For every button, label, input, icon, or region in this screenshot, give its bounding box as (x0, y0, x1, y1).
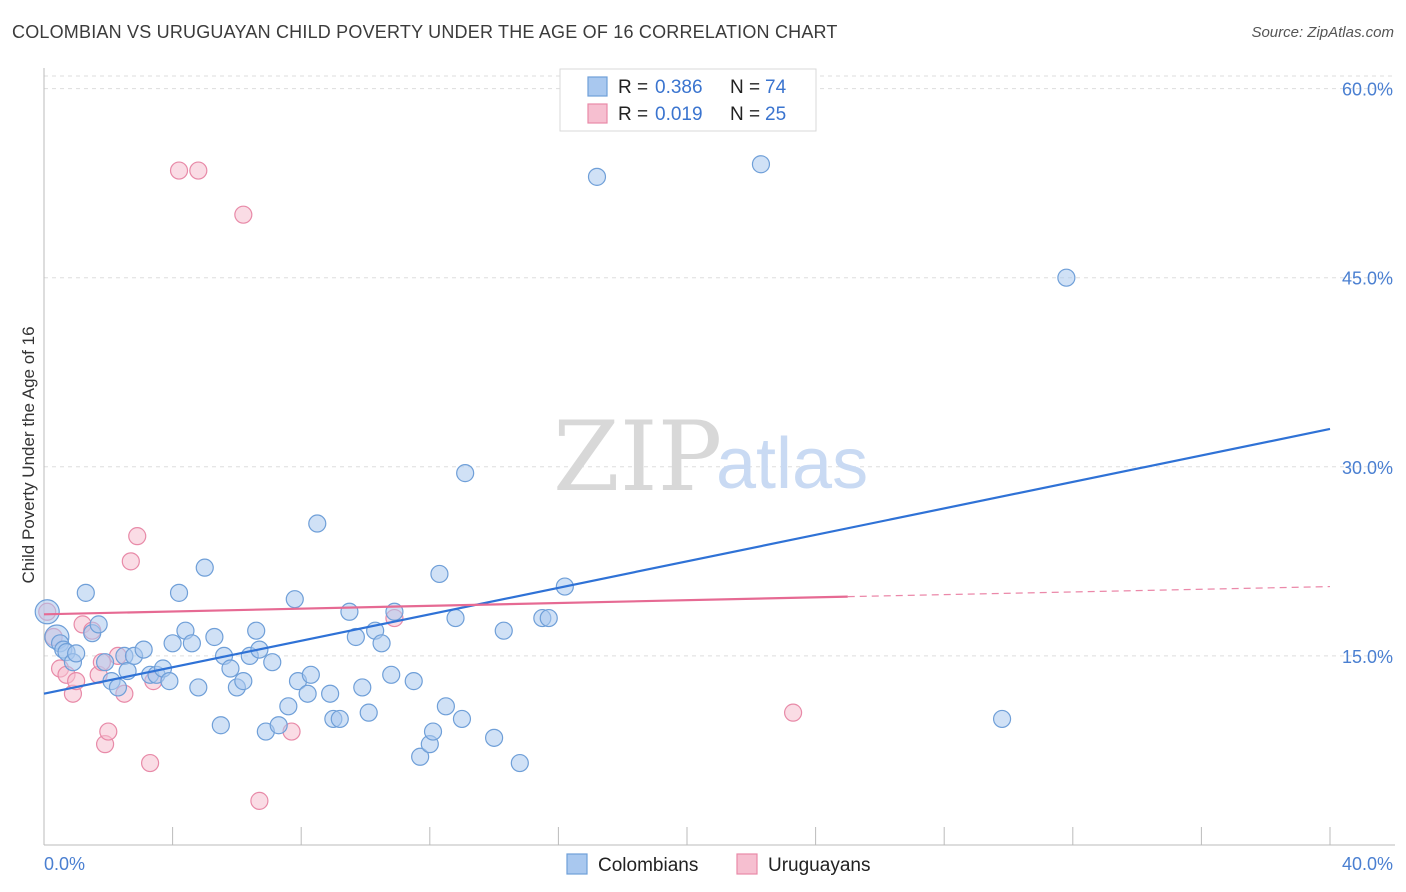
uruguayans-point (234, 205, 253, 224)
colombians-point (269, 716, 288, 735)
colombians-point (301, 665, 320, 684)
y-tick-label: 15.0% (1342, 647, 1393, 667)
legend-swatch-uruguayans (587, 103, 608, 124)
uruguayans-point (121, 552, 140, 571)
colombians-point (423, 722, 443, 741)
legend-swatch-colombians (587, 76, 608, 97)
colombians-point (353, 678, 372, 697)
colombians-point (95, 653, 115, 672)
colombians-point (169, 583, 189, 602)
source-label: Source: ZipAtlas.com (1251, 24, 1394, 41)
watermark-atlas: atlas (716, 424, 868, 504)
legend-r-label-0: R = (618, 77, 648, 98)
colombians-point (211, 716, 230, 735)
colombians-point (382, 665, 401, 684)
colombians-point (539, 608, 558, 628)
colombians-point (34, 599, 60, 625)
bottom-legend-swatch-colombians (566, 853, 588, 875)
y-tick-labels: 15.0% 30.0% 45.0% 60.0% (1342, 80, 1393, 667)
colombians-point (76, 583, 95, 602)
colombians-point (340, 602, 359, 621)
uruguayans-trend-line (43, 595, 848, 616)
trend-lines (43, 427, 1331, 695)
legend-n-label-1: N = (730, 104, 760, 125)
watermark-zip: ZIP (553, 401, 722, 513)
colombians-point (247, 621, 266, 640)
colombians-point (108, 678, 128, 697)
chart-title: COLOMBIAN VS URUGUAYAN CHILD POVERTY UND… (12, 22, 838, 42)
colombians-point (89, 615, 108, 634)
colombians-trend-line (43, 427, 1331, 695)
x-tick-label: 40.0% (1342, 854, 1393, 874)
colombians-point (452, 709, 472, 729)
colombians-point (160, 672, 179, 691)
x-tick-label: 0.0% (44, 854, 85, 874)
uruguayans-point (99, 722, 118, 741)
series-legend: Colombians Uruguayans (566, 853, 870, 876)
colombians-point (456, 464, 475, 483)
colombians-point (510, 753, 529, 773)
uruguayans-trend-extension (847, 585, 1331, 598)
colombians-point (134, 640, 153, 659)
bottom-legend-swatch-uruguayans (736, 853, 758, 875)
uruguayans-point (140, 753, 160, 773)
uruguayans-point (250, 791, 269, 810)
colombians-point (279, 697, 298, 716)
bottom-legend-uruguayans: Uruguayans (768, 855, 870, 876)
legend-r-value-0: 0.386 (655, 77, 703, 98)
legend-n-label-0: N = (730, 77, 760, 98)
colombians-point (163, 634, 182, 653)
colombians-point (436, 697, 455, 716)
colombians-point (308, 514, 327, 533)
uruguayans-point (189, 161, 208, 180)
colombians-point (205, 627, 224, 647)
bottom-legend-colombians: Colombians (598, 855, 698, 876)
legend-r-label-1: R = (618, 104, 648, 125)
legend-n-value-0: 74 (765, 77, 787, 98)
colombians-point (67, 644, 86, 663)
colombians-point (587, 167, 607, 186)
y-tick-label: 45.0% (1342, 269, 1393, 289)
uruguayans-point (169, 161, 189, 180)
colombians-point (189, 678, 208, 697)
colombians-point (494, 621, 513, 640)
uruguayans-point (128, 527, 147, 546)
colombians-point (446, 608, 465, 628)
colombians-point (430, 564, 449, 584)
colombians-point (1057, 268, 1076, 287)
watermark: ZIP atlas (553, 401, 868, 513)
y-axis-label: Child Poverty Under the Age of 16 (19, 326, 38, 583)
colombians-point (404, 672, 423, 691)
colombians-point (263, 653, 282, 672)
colombians-point (285, 590, 304, 609)
y-tick-label: 30.0% (1342, 458, 1393, 478)
colombians-point (359, 703, 378, 722)
uruguayans-point (783, 703, 803, 722)
x-tick-labels: 0.0% 40.0% (44, 854, 1393, 874)
colombians-point (411, 747, 430, 766)
colombians-point (751, 155, 771, 174)
colombians-point (485, 728, 504, 747)
colombians-point (234, 672, 253, 691)
colombians-point (330, 709, 349, 729)
axes (43, 68, 1395, 846)
grid-lines (44, 75, 1395, 657)
legend-n-value-1: 25 (765, 104, 786, 125)
stats-legend: R = 0.386 N = 74 R = 0.019 N = 25 (559, 68, 817, 132)
colombians-point (372, 634, 391, 653)
colombians-point (321, 684, 340, 703)
y-tick-label: 60.0% (1342, 80, 1393, 100)
colombians-point (298, 684, 317, 703)
colombians-point (992, 709, 1012, 729)
legend-r-value-1: 0.019 (655, 104, 703, 125)
colombians-point (195, 558, 214, 577)
colombians-point (182, 634, 201, 653)
colombians-point (221, 659, 240, 678)
colombians-points (34, 155, 1076, 773)
